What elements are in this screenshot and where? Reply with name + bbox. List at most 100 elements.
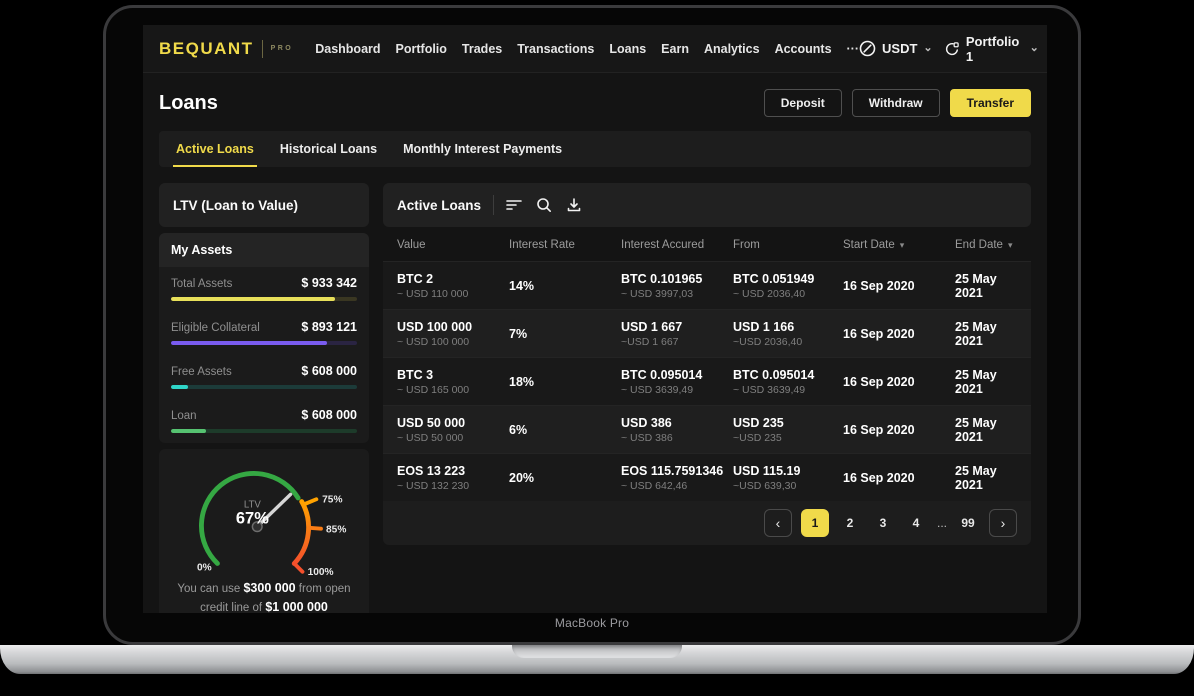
brand-logo[interactable]: BEQUANT PRO <box>159 39 293 59</box>
table-row[interactable]: BTC 3 ~ USD 165 000 18% BTC 0.095014 ~ USD… <box>383 357 1031 405</box>
nav-item-portfolio[interactable]: Portfolio <box>395 41 447 56</box>
chevron-down-icon: ⌄ <box>1029 42 1039 54</box>
page-title: Loans <box>159 91 218 114</box>
asset-progress-track <box>171 385 357 389</box>
nav-item-trades[interactable]: Trades <box>461 41 503 56</box>
asset-label: Loan <box>171 410 197 422</box>
asset-progress-track <box>171 341 357 345</box>
deposit-button[interactable]: Deposit <box>763 89 842 117</box>
app-window: BEQUANT PRO Dashboard Portfolio Trades T… <box>143 25 1047 613</box>
page-1[interactable]: 1 <box>800 509 829 537</box>
brand-divider <box>261 39 263 58</box>
page-2[interactable]: 2 <box>846 516 854 530</box>
table-row[interactable]: EOS 13 223 ~ USD 132 230 20% EOS 115.7591… <box>383 453 1031 501</box>
available-credit-amount: $300 000 <box>243 581 296 595</box>
toolbar-divider <box>493 195 495 215</box>
nav-item-accounts[interactable]: Accounts <box>774 41 832 56</box>
tab-monthly-interest-payments[interactable]: Monthly Interest Payments <box>403 142 563 156</box>
table-body: BTC 2 ~ USD 110 000 14% BTC 0.101965 ~ USD… <box>383 261 1031 501</box>
gauge-tick-label-0: 0% <box>197 562 212 573</box>
tab-active-loans[interactable]: Active Loans <box>163 131 267 167</box>
loans-tabs: Active Loans Historical Loans Monthly In… <box>159 131 1031 167</box>
asset-row-eligible-collateral: Eligible Collateral $ 893 121 <box>159 311 369 355</box>
asset-row-total-assets: Total Assets $ 933 342 <box>159 267 369 311</box>
pagination: ‹ 1 2 3 4 ... 99 › <box>383 501 1031 545</box>
portfolio-selector[interactable]: Portfolio 1 ⌄ <box>945 34 1039 64</box>
column-header-interest-accrued: Interest Accured <box>621 239 705 251</box>
table-toolbar: Active Loans <box>383 183 1031 227</box>
brand-subtitle: PRO <box>270 45 294 52</box>
ltv-gauge-chart: LTV 67% 0% 75% 85% 100% <box>197 471 346 577</box>
gauge-label: LTV <box>244 499 262 510</box>
gauge-tick-label-85: 85% <box>326 524 346 535</box>
column-header-interest-rate: Interest Rate <box>509 239 575 251</box>
brand-name: BEQUANT <box>159 38 254 58</box>
asset-progress-bar <box>171 341 328 345</box>
credit-line-caption: You can use $300 000 from open credit li… <box>177 581 351 613</box>
ltv-sidebar: LTV (Loan to Value) My Assets Total Asse… <box>159 183 369 613</box>
sort-caret-icon: ▾ <box>899 239 905 250</box>
nav-item-analytics[interactable]: Analytics <box>703 41 760 56</box>
next-page-button[interactable]: › <box>989 509 1017 537</box>
page-4[interactable]: 4 <box>912 516 920 530</box>
search-button[interactable] <box>536 197 552 213</box>
asset-label: Free Assets <box>171 366 232 378</box>
search-icon <box>537 198 552 212</box>
macbook-lid-notch <box>512 645 682 658</box>
download-button[interactable] <box>566 197 582 213</box>
table-row[interactable]: USD 100 000 ~ USD 100 000 7% USD 1 667 ~US… <box>383 309 1031 357</box>
withdraw-button[interactable]: Withdraw <box>851 89 940 117</box>
asset-value: $ 608 000 <box>301 364 357 378</box>
gauge-value: 67% <box>236 510 269 528</box>
filter-button[interactable] <box>506 198 522 212</box>
currency-selector[interactable]: USDT ⌄ <box>859 40 933 57</box>
ltv-panel-title: LTV (Loan to Value) <box>159 183 369 227</box>
table-row[interactable]: BTC 2 ~ USD 110 000 14% BTC 0.101965 ~ USD… <box>383 261 1031 309</box>
gauge-tick-label-100: 100% <box>308 567 334 577</box>
prev-page-button[interactable]: ‹ <box>763 509 792 537</box>
transfer-button[interactable]: Transfer <box>949 89 1031 117</box>
gauge-tick-75 <box>303 497 319 506</box>
page-3[interactable]: 3 <box>879 516 887 530</box>
asset-progress-bar <box>171 297 335 301</box>
asset-value: $ 608 000 <box>301 408 357 422</box>
nav-item-dashboard[interactable]: Dashboard <box>315 41 381 56</box>
credit-line-amount: $1 000 000 <box>265 599 328 613</box>
asset-progress-bar <box>171 385 188 389</box>
page-header: Loans Deposit Withdraw Transfer <box>143 73 1047 127</box>
macbook-base <box>0 645 1194 674</box>
asset-row-free-assets: Free Assets $ 608 000 <box>159 355 369 399</box>
gauge-needle <box>255 492 293 529</box>
top-navbar: BEQUANT PRO Dashboard Portfolio Trades T… <box>143 25 1047 73</box>
tab-historical-loans[interactable]: Historical Loans <box>279 142 378 156</box>
column-header-start-date[interactable]: Start Date ▾ <box>843 239 905 251</box>
column-header-end-date[interactable]: End Date ▾ <box>955 239 1013 251</box>
sort-caret-icon: ▾ <box>1007 239 1013 250</box>
nav-overflow-menu[interactable]: ··· <box>846 41 860 56</box>
gauge-tick-label-75: 75% <box>322 494 342 505</box>
chevron-down-icon: ⌄ <box>923 42 933 54</box>
nav-item-loans[interactable]: Loans <box>609 41 647 56</box>
asset-row-loan: Loan $ 608 000 <box>159 399 369 443</box>
nav-item-earn[interactable]: Earn <box>661 41 689 56</box>
gauge-hub <box>251 521 263 533</box>
coin-icon <box>859 40 876 57</box>
column-header-value: Value <box>397 239 426 251</box>
nav-item-transactions[interactable]: Transactions <box>517 41 595 56</box>
gauge-tick-100 <box>292 561 305 574</box>
ltv-gauge-card: LTV 67% 0% 75% 85% 100% You can use $300… <box>159 449 369 613</box>
macbook-label: MacBook Pro <box>554 616 630 630</box>
table-row[interactable]: USD 50 000 ~ USD 50 000 6% USD 386 ~ USD 3… <box>383 405 1031 453</box>
filter-icon <box>506 200 522 210</box>
pie-chart-icon <box>945 42 959 56</box>
page-content: LTV (Loan to Value) My Assets Total Asse… <box>143 167 1047 613</box>
asset-progress-track <box>171 297 357 301</box>
column-header-from: From <box>733 239 760 251</box>
download-icon <box>567 198 581 212</box>
page-99[interactable]: 99 <box>961 516 975 530</box>
asset-value: $ 893 121 <box>301 320 357 334</box>
active-loans-section: Active Loans <box>383 183 1031 613</box>
header-actions: Deposit Withdraw Transfer <box>763 89 1031 117</box>
asset-value: $ 933 342 <box>301 276 357 290</box>
